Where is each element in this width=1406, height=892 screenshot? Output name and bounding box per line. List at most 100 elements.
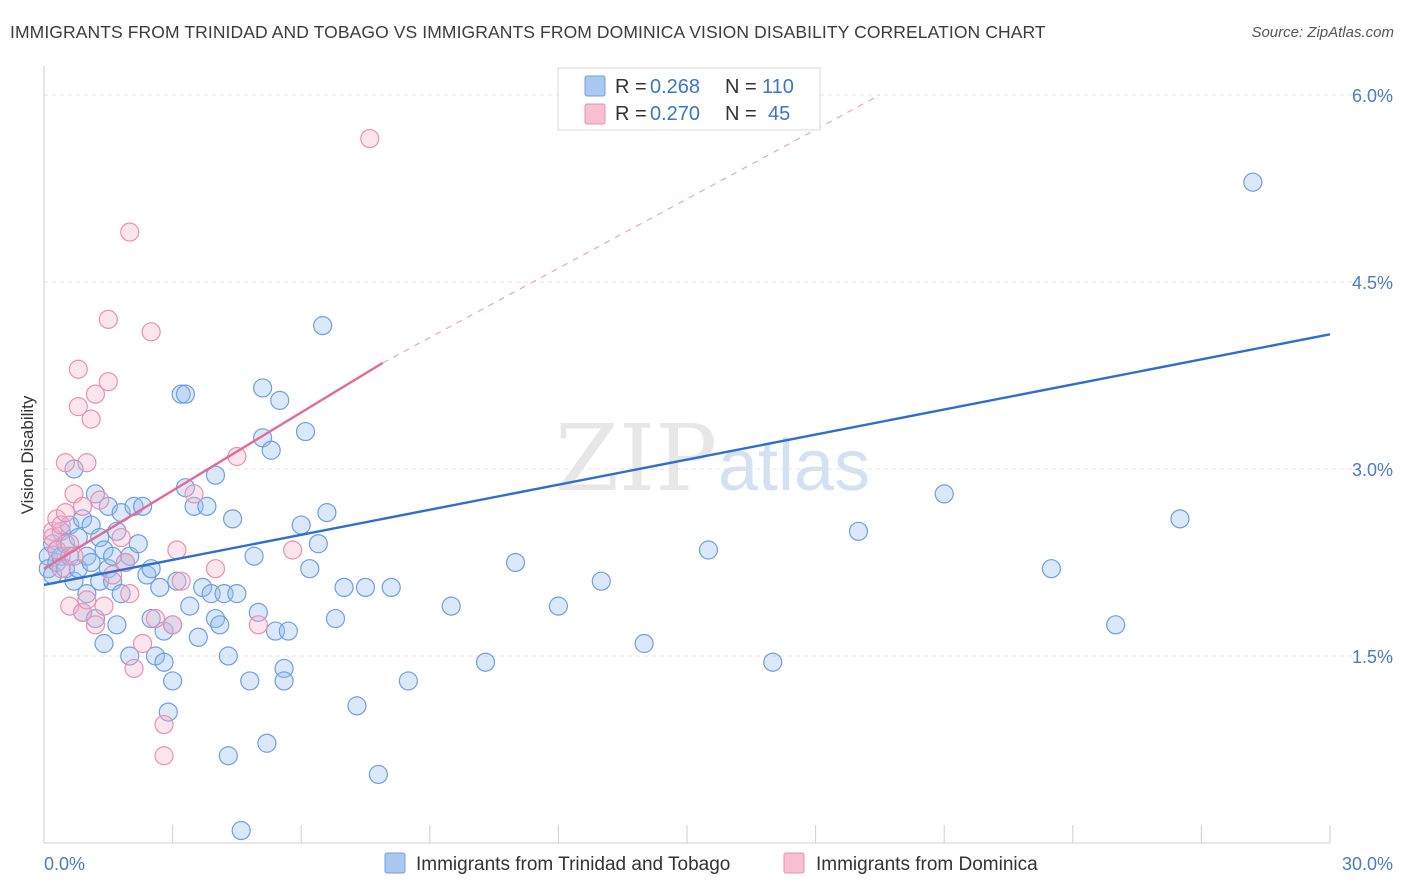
point-dominica bbox=[120, 222, 140, 242]
point-trinidad bbox=[368, 764, 388, 785]
point-trinidad bbox=[231, 820, 251, 841]
point-trinidad bbox=[227, 584, 247, 604]
point-trinidad bbox=[150, 577, 170, 598]
point-trinidad bbox=[210, 615, 230, 635]
point-trinidad bbox=[505, 552, 526, 573]
legend-n-value-dominica: 45 bbox=[768, 103, 790, 125]
point-dominica bbox=[68, 359, 88, 379]
trend-line-dominica-extension bbox=[382, 94, 881, 364]
point-trinidad bbox=[94, 633, 114, 654]
y-tick-label: 4.5% bbox=[1352, 273, 1393, 293]
series-legend-label-dominica: Immigrants from Dominica bbox=[816, 854, 1038, 875]
legend-r-label-dominica: R = bbox=[615, 103, 647, 125]
point-trinidad bbox=[240, 671, 260, 691]
y-tick-label: 3.0% bbox=[1352, 460, 1393, 480]
legend-swatch-dominica bbox=[584, 103, 606, 125]
point-trinidad bbox=[218, 746, 238, 766]
point-dominica bbox=[98, 372, 118, 392]
point-dominica bbox=[167, 540, 187, 560]
point-trinidad bbox=[347, 696, 367, 716]
point-dominica bbox=[68, 397, 88, 417]
point-dominica bbox=[77, 590, 97, 610]
point-dominica bbox=[154, 746, 174, 766]
point-trinidad bbox=[334, 577, 354, 598]
point-trinidad bbox=[1041, 559, 1061, 579]
point-dominica bbox=[55, 503, 76, 523]
point-dominica bbox=[72, 496, 93, 516]
stats-legend: R = 0.268 N = 110 R = 0.270 N = 45 bbox=[557, 67, 821, 131]
point-trinidad bbox=[158, 702, 178, 722]
point-dominica bbox=[141, 322, 161, 342]
point-trinidad bbox=[120, 646, 140, 666]
axes bbox=[43, 66, 1331, 844]
point-dominica bbox=[120, 584, 140, 604]
series-legend-swatch-trinidad bbox=[384, 852, 406, 874]
point-dominica bbox=[171, 571, 191, 591]
point-trinidad bbox=[291, 515, 311, 535]
point-trinidad bbox=[257, 733, 277, 753]
point-trinidad bbox=[1243, 172, 1263, 192]
point-dominica bbox=[98, 309, 118, 329]
point-trinidad bbox=[175, 384, 196, 404]
legend-n-label-dominica: N = bbox=[725, 103, 757, 125]
gridlines bbox=[44, 94, 1393, 657]
point-trinidad bbox=[475, 652, 496, 672]
point-trinidad bbox=[934, 484, 954, 504]
point-trinidad bbox=[270, 390, 290, 410]
data-points bbox=[38, 128, 1263, 841]
point-trinidad bbox=[141, 608, 161, 629]
point-dominica bbox=[90, 490, 110, 510]
series-legend: Immigrants from Trinidad and Tobago Immi… bbox=[384, 852, 1038, 875]
point-trinidad bbox=[180, 596, 200, 616]
point-trinidad bbox=[300, 559, 320, 579]
trend-line-dominica bbox=[43, 361, 384, 570]
point-trinidad bbox=[107, 615, 127, 635]
point-trinidad bbox=[278, 621, 298, 641]
point-dominica bbox=[55, 453, 76, 473]
point-trinidad bbox=[398, 671, 418, 691]
point-dominica bbox=[72, 602, 93, 622]
chart-title: IMMIGRANTS FROM TRINIDAD AND TOBAGO VS I… bbox=[10, 22, 1046, 42]
point-dominica bbox=[77, 453, 97, 473]
point-trinidad bbox=[763, 652, 783, 672]
point-dominica bbox=[85, 384, 106, 404]
point-trinidad bbox=[188, 627, 208, 647]
point-trinidad bbox=[295, 421, 316, 442]
point-dominica bbox=[205, 559, 226, 579]
point-dominica bbox=[132, 633, 153, 654]
point-dominica bbox=[111, 527, 131, 548]
legend-swatch-trinidad bbox=[584, 75, 606, 97]
point-trinidad bbox=[244, 546, 264, 566]
point-dominica bbox=[85, 615, 106, 635]
y-tick-label: 1.5% bbox=[1352, 647, 1393, 667]
point-trinidad bbox=[154, 652, 174, 672]
point-trinidad bbox=[317, 503, 337, 523]
legend-r-value-trinidad: 0.268 bbox=[650, 76, 700, 98]
point-trinidad bbox=[218, 646, 238, 666]
point-dominica bbox=[248, 615, 268, 635]
point-trinidad bbox=[274, 671, 294, 691]
point-trinidad bbox=[355, 577, 376, 598]
point-dominica bbox=[124, 658, 144, 679]
series-legend-swatch-dominica bbox=[783, 852, 805, 874]
point-dominica bbox=[51, 559, 71, 579]
legend-n-label-trinidad: N = bbox=[725, 76, 757, 98]
x-tick-label-max: 30.0% bbox=[1342, 854, 1393, 874]
x-tick-label-min: 0.0% bbox=[44, 854, 85, 874]
point-dominica bbox=[360, 128, 380, 149]
point-trinidad bbox=[308, 534, 328, 554]
y-axis-label: Vision Disability bbox=[18, 395, 37, 514]
point-trinidad bbox=[171, 384, 191, 404]
point-trinidad bbox=[81, 552, 101, 573]
point-trinidad bbox=[313, 315, 333, 336]
point-trinidad bbox=[163, 671, 183, 691]
point-trinidad bbox=[381, 577, 401, 598]
point-trinidad bbox=[698, 540, 719, 560]
legend-r-value-dominica: 0.270 bbox=[650, 103, 700, 125]
point-trinidad bbox=[223, 509, 243, 529]
point-dominica bbox=[51, 515, 71, 535]
trend-lines bbox=[43, 94, 1331, 587]
point-dominica bbox=[283, 540, 303, 560]
point-trinidad bbox=[261, 440, 281, 460]
